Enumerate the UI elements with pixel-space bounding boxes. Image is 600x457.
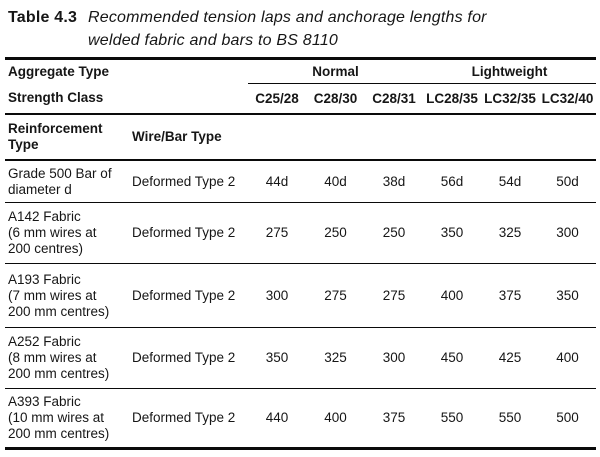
value-cell: 550 (481, 388, 540, 450)
table-row-a393: A393 Fabric (10 mm wires at 200 mm centr… (5, 388, 597, 450)
value-cell: 300 (365, 327, 424, 389)
value-cell: 350 (423, 202, 482, 264)
aggregate-type-header: Aggregate Type (8, 63, 110, 79)
value-cell: 50d (539, 160, 597, 203)
value-cell: 425 (481, 327, 540, 389)
value-cell: 400 (539, 327, 597, 389)
table-row-a142: A142 Fabric (6 mm wires at 200 centres) … (5, 202, 597, 264)
normal-group-header: Normal (248, 58, 424, 84)
column-header-row: Reinforcement Type Wire/Bar Type (5, 114, 597, 161)
strength-class-lc32-35: LC32/35 (481, 83, 540, 115)
reinforcement-type-header: Reinforcement Type (5, 114, 129, 161)
wire-bar-type-cell: Deformed Type 2 (129, 160, 248, 203)
header-spacer-cell (248, 114, 597, 161)
value-cell: 375 (365, 388, 424, 450)
value-cell: 250 (365, 202, 424, 264)
value-cell: 350 (248, 327, 306, 389)
value-cell: 40d (306, 160, 365, 203)
strength-class-lc28-35: LC28/35 (423, 83, 482, 115)
reinforcement-cell: A142 Fabric (6 mm wires at 200 centres) (5, 202, 129, 264)
wire-bar-type-cell: Deformed Type 2 (129, 327, 248, 389)
value-cell: 44d (248, 160, 306, 203)
value-cell: 275 (248, 202, 306, 264)
value-cell: 400 (306, 388, 365, 450)
lightweight-group-header: Lightweight (423, 58, 597, 84)
table-row-a193: A193 Fabric (7 mm wires at 200 mm centre… (5, 263, 597, 328)
value-cell: 275 (306, 263, 365, 328)
wire-bar-type-cell: Deformed Type 2 (129, 388, 248, 450)
table-row-a252: A252 Fabric (8 mm wires at 200 mm centre… (5, 327, 597, 389)
value-cell: 56d (423, 160, 482, 203)
value-cell: 375 (481, 263, 540, 328)
value-cell: 300 (248, 263, 306, 328)
value-cell: 440 (248, 388, 306, 450)
wire-bar-type-cell: Deformed Type 2 (129, 263, 248, 328)
value-cell: 54d (481, 160, 540, 203)
wire-bar-type-header: Wire/Bar Type (129, 114, 248, 161)
value-cell: 300 (539, 202, 597, 264)
value-cell: 250 (306, 202, 365, 264)
tension-laps-table: Aggregate Type Normal Lightweight Streng… (5, 57, 597, 450)
strength-class-row: Strength Class C25/28 C28/30 C28/31 LC28… (5, 83, 597, 115)
wire-bar-type-cell: Deformed Type 2 (129, 202, 248, 264)
value-cell: 325 (481, 202, 540, 264)
value-cell: 38d (365, 160, 424, 203)
reinforcement-cell: A193 Fabric (7 mm wires at 200 mm centre… (5, 263, 129, 328)
strength-class-c25-28: C25/28 (248, 83, 306, 115)
strength-class-lc32-40: LC32/40 (539, 83, 597, 115)
strength-class-c28-31: C28/31 (365, 83, 424, 115)
value-cell: 450 (423, 327, 482, 389)
table-row-grade500: Grade 500 Bar of diameter d Deformed Typ… (5, 160, 597, 203)
aggregate-type-row: Aggregate Type Normal Lightweight (5, 58, 597, 84)
reinforcement-cell: A252 Fabric (8 mm wires at 200 mm centre… (5, 327, 129, 389)
value-cell: 325 (306, 327, 365, 389)
value-cell: 275 (365, 263, 424, 328)
reinforcement-cell: A393 Fabric (10 mm wires at 200 mm centr… (5, 388, 129, 450)
strength-class-header: Strength Class (5, 83, 248, 115)
reinforcement-cell: Grade 500 Bar of diameter d (5, 160, 129, 203)
value-cell: 550 (423, 388, 482, 450)
value-cell: 400 (423, 263, 482, 328)
table-caption: Recommended tension laps and anchorage l… (88, 9, 487, 49)
value-cell: 500 (539, 388, 597, 450)
table-title-block: Table 4.3 Recommended tension laps and a… (0, 0, 600, 57)
table-number-label: Table 4.3 (8, 9, 78, 26)
strength-class-c28-30: C28/30 (306, 83, 365, 115)
value-cell: 350 (539, 263, 597, 328)
